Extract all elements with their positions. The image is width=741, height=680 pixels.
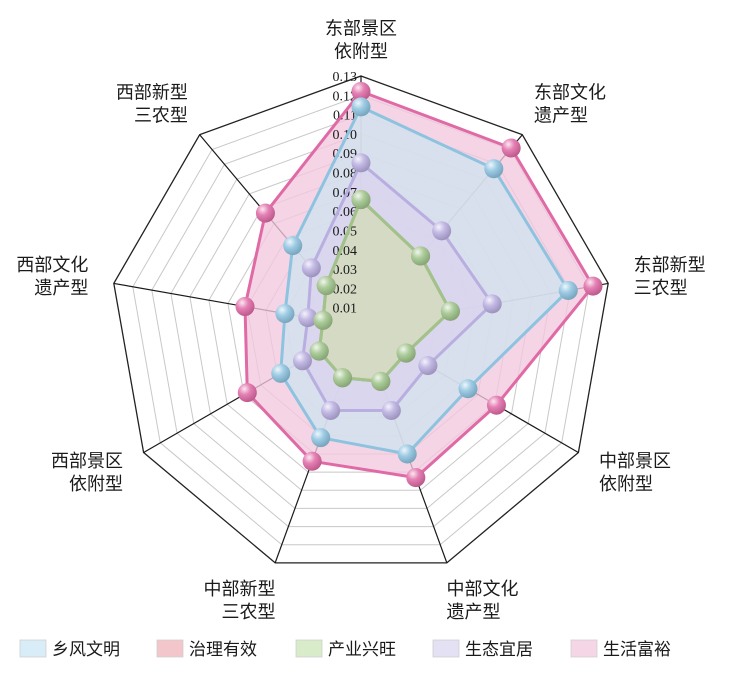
series-line (279, 105, 570, 456)
legend: 乡风文明 治理有效 产业兴旺 生态宜居 生活富裕 (19, 639, 671, 660)
data-point-shine (237, 383, 257, 403)
data-point-shine (292, 351, 312, 371)
category-label: 西部新型三农型 (116, 83, 188, 127)
legend-label: 生态宜居 (465, 640, 533, 660)
series-area (319, 199, 451, 382)
data-point-shine (558, 280, 578, 300)
tick-label: 0.07 (333, 186, 358, 201)
series-line (301, 161, 494, 412)
data-point-shine (371, 371, 391, 391)
series-line (317, 198, 452, 383)
data-point-shine (351, 97, 371, 117)
category-label: 中部新型三农型 (203, 579, 275, 623)
legend-swatch (156, 639, 184, 658)
series-line (243, 89, 595, 480)
tick-label: 0.04 (333, 244, 358, 259)
data-point-shine (406, 468, 426, 488)
series-areas (245, 91, 593, 478)
data-point-shine (302, 451, 322, 471)
data-point-shine (351, 153, 371, 173)
tick-label: 0.02 (333, 282, 358, 297)
data-point-shine (411, 246, 431, 266)
tick-label: 0.10 (333, 128, 358, 143)
data-point-shine (255, 203, 275, 223)
data-point-shine (298, 308, 318, 328)
data-point-shine (333, 368, 353, 388)
data-point-shine (313, 310, 333, 330)
data-point-shine (440, 301, 460, 321)
tick-label: 0.01 (333, 302, 358, 317)
category-label: 东部新型三农型 (634, 255, 706, 299)
data-point-shine (283, 236, 303, 256)
tick-label: 0.13 (333, 70, 358, 85)
data-point-shine (482, 294, 502, 314)
legend-label: 生活富裕 (603, 640, 671, 660)
legend-swatch (19, 639, 47, 658)
data-point-shine (275, 304, 295, 324)
data-point-shine (311, 428, 331, 448)
category-label: 西部景区依附型 (51, 451, 123, 495)
data-point-shine (397, 444, 417, 464)
data-point-shine (316, 276, 336, 296)
category-label: 中部文化遗产型 (447, 579, 519, 623)
legend-label: 产业兴旺 (328, 640, 396, 660)
category-label: 东部景区依附型 (325, 19, 397, 63)
tick-label: 0.03 (333, 263, 358, 278)
data-point-shine (486, 395, 506, 415)
legend-label: 治理有效 (189, 640, 257, 660)
data-point-shine (351, 81, 371, 101)
data-point-shine (235, 297, 255, 317)
legend-label: 乡风文明 (52, 640, 120, 660)
category-label: 西部文化遗产型 (16, 255, 88, 299)
data-point-shine (381, 400, 401, 420)
data-point-shine (271, 363, 291, 383)
data-point-shine (501, 138, 521, 158)
series-lines (243, 89, 595, 480)
data-point-shine (484, 159, 504, 179)
data-point-shine (396, 343, 416, 363)
data-point-shine (309, 341, 329, 361)
tick-label: 0.08 (333, 167, 358, 182)
grid-ring (113, 75, 609, 564)
data-point-shine (583, 276, 603, 296)
data-point-shine (432, 221, 452, 241)
series-markers (235, 81, 603, 488)
category-label: 中部景区依附型 (599, 451, 671, 495)
data-point-shine (301, 258, 321, 278)
data-point-shine (321, 400, 341, 420)
legend-swatch (295, 639, 323, 658)
data-point-shine (351, 190, 371, 210)
legend-swatch (432, 639, 460, 658)
data-point-shine (458, 379, 478, 399)
legend-swatch (570, 639, 598, 658)
category-label: 东部文化遗产型 (534, 83, 606, 127)
data-point-shine (418, 356, 438, 376)
tick-label: 0.12 (333, 89, 358, 104)
